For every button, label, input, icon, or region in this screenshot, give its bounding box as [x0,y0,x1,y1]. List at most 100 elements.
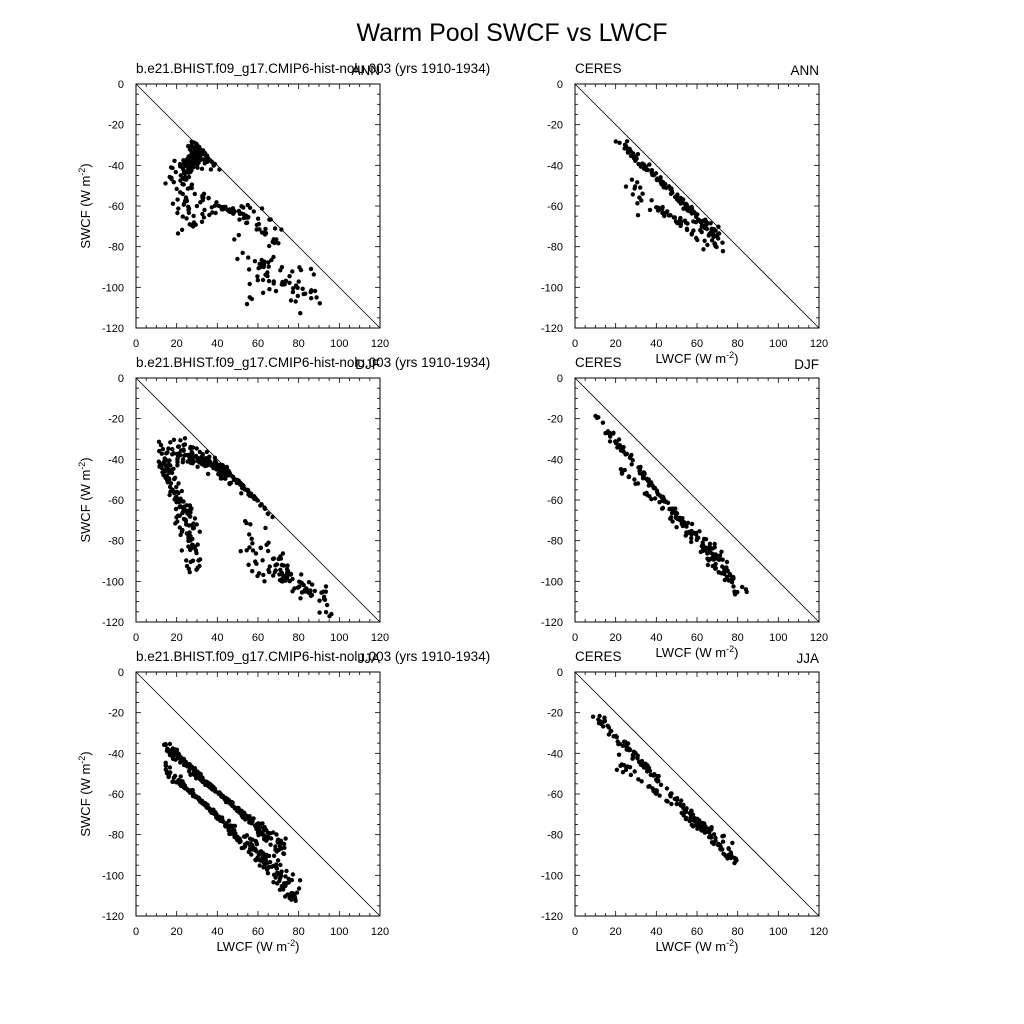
scatter-point [192,772,197,778]
scatter-point [632,477,637,482]
y-tick-label: -40 [547,454,563,466]
y-tick-label: -100 [102,870,124,882]
scatter-point [722,567,727,572]
scatter-point [279,282,284,287]
scatter-point [161,742,167,747]
scatter-point [312,588,317,594]
scatter-point [202,207,207,213]
scatter-point [679,199,684,205]
scatter-point [241,810,246,815]
scatter-point [296,886,302,891]
scatter-point [719,571,724,576]
scatter-point [705,242,710,248]
scatter-point [265,871,271,876]
x-tick-label: 40 [650,632,662,644]
scatter-point [185,186,191,191]
scatter-point [691,219,696,224]
x-tick-label: 80 [293,632,305,644]
scatter-point [210,210,215,215]
scatter-point [276,837,281,842]
scatter-point [633,481,638,486]
scatter-point [163,181,168,186]
x-tick-label: 0 [572,926,578,938]
scatter-point [254,842,260,847]
x-tick-label: 0 [133,632,139,644]
scatter-point [167,765,173,770]
scatter-point [263,525,268,531]
scatter-point [658,782,664,787]
scatter-point [175,197,180,202]
scatter-point [172,158,177,163]
x-tick-label: 100 [769,338,787,350]
scatter-point [175,460,180,465]
scatter-point [167,484,173,490]
scatter-point [203,456,209,461]
scatter-point [619,471,625,476]
scatter-point [198,460,204,465]
panel-source-label: CERES [575,355,622,370]
scatter-point [640,476,646,481]
scatter-point [689,539,694,545]
scatter-point [260,277,266,283]
scatter-point [630,152,635,157]
scatter-point [259,206,265,211]
scatter-point [620,743,625,748]
panel-djf-ceres: 0 20 40 60 80 100 120 0 -20 -40 -60 -80 -100 -120 CERE… [541,355,828,660]
scatter-point [655,777,661,783]
scatter-point [729,580,735,585]
scatter-point [264,867,270,872]
scatter-point [295,293,300,299]
scatter-point [644,167,649,173]
scatter-point [277,887,283,892]
scatter-point [255,274,260,279]
y-tick-label: -60 [108,495,124,507]
scatter-point [262,825,267,830]
scatter-point [638,185,643,190]
panel-grid: 0 20 40 60 80 100 120 0 -20 -40 -60 -80 -100 -120 b.e2… [77,61,828,954]
scatter-point [234,808,240,813]
scatter-point [630,192,635,197]
scatter-point [283,894,288,899]
scatter-point [596,717,601,722]
scatter-point [267,217,272,222]
scatter-point [208,463,214,468]
scatter-point [658,207,663,212]
scatter-point [192,766,198,771]
scatter-point [180,510,185,516]
scatter-point [324,602,330,608]
scatter-point [618,448,624,453]
scatter-point [720,834,725,839]
y-tick-label: -80 [547,242,563,254]
scatter-point [257,227,262,232]
scatter-point [672,215,677,220]
scatter-point [167,492,172,498]
scatter-point [246,815,251,820]
scatter-point [730,840,735,846]
scatter-point [281,573,286,578]
scatter-point [637,195,642,200]
scatter-point [246,267,252,272]
scatter-point [679,798,684,803]
scatter-point [241,205,246,210]
scatter-point [640,191,645,196]
y-tick-label: -80 [108,830,124,842]
scatter-point [301,582,306,588]
scatter-point [241,212,246,217]
scatter-point [711,557,716,562]
y-axis-label: SWCF (W m-2) [77,163,93,248]
y-tick-label: -60 [108,201,124,213]
scatter-point [678,222,684,227]
scatter-point [182,442,188,447]
x-tick-label: 120 [810,338,828,350]
scatter-point [232,237,237,242]
scatter-point [271,863,276,869]
scatter-point [216,203,222,209]
scatter-point [646,784,651,789]
scatter-point [167,174,172,180]
scatter-point [657,793,662,798]
scatter-point [178,452,183,458]
scatter-point [257,863,262,868]
scatter-point [277,572,282,577]
x-tick-label: 20 [171,632,183,644]
scatter-point [259,502,264,507]
